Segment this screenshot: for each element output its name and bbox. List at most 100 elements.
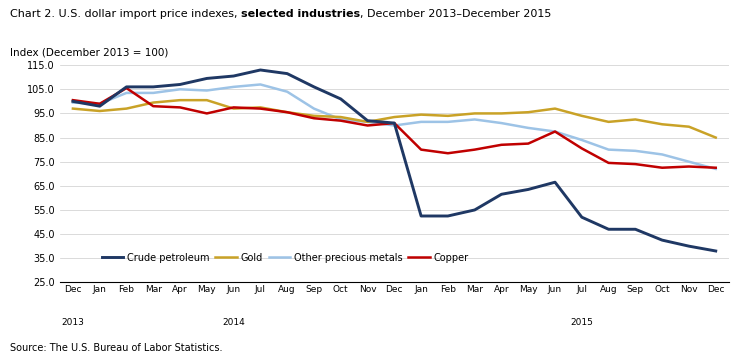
Crude petroleum	[122, 85, 131, 89]
Gold	[122, 106, 131, 111]
Other precious metals	[283, 89, 292, 94]
Copper	[470, 147, 479, 152]
Copper	[551, 129, 559, 134]
Copper	[497, 143, 506, 147]
Other precious metals	[577, 138, 586, 142]
Copper	[684, 164, 693, 169]
Other precious metals	[176, 87, 185, 92]
Gold	[470, 111, 479, 115]
Copper	[310, 116, 318, 121]
Copper	[95, 102, 104, 106]
Copper	[577, 146, 586, 151]
Gold	[604, 120, 613, 124]
Copper	[390, 121, 399, 125]
Gold	[336, 115, 345, 119]
Gold	[551, 106, 559, 111]
Line: Crude petroleum: Crude petroleum	[73, 70, 716, 251]
Copper	[176, 105, 185, 110]
Crude petroleum	[443, 214, 452, 218]
Copper	[604, 161, 613, 165]
Other precious metals	[149, 91, 158, 95]
Other precious metals	[497, 121, 506, 125]
Gold	[658, 122, 667, 126]
Other precious metals	[684, 160, 693, 164]
Other precious metals	[336, 117, 345, 122]
Gold	[310, 114, 318, 118]
Other precious metals	[524, 126, 533, 130]
Other precious metals	[551, 129, 559, 134]
Line: Gold: Gold	[73, 100, 716, 138]
Gold	[256, 105, 265, 110]
Gold	[229, 106, 238, 111]
Crude petroleum	[68, 99, 77, 104]
Gold	[149, 100, 158, 105]
Crude petroleum	[470, 208, 479, 212]
Other precious metals	[95, 102, 104, 106]
Other precious metals	[390, 123, 399, 128]
Gold	[711, 135, 720, 140]
Crude petroleum	[283, 71, 292, 76]
Other precious metals	[443, 120, 452, 124]
Crude petroleum	[417, 214, 426, 218]
Crude petroleum	[310, 85, 318, 89]
Gold	[417, 113, 426, 117]
Line: Copper: Copper	[73, 88, 716, 168]
Other precious metals	[711, 167, 720, 171]
Copper	[336, 118, 345, 123]
Copper	[524, 142, 533, 146]
Text: 2013: 2013	[62, 319, 84, 328]
Crude petroleum	[363, 118, 372, 123]
Other precious metals	[604, 147, 613, 152]
Crude petroleum	[202, 76, 211, 81]
Gold	[577, 114, 586, 118]
Copper	[283, 110, 292, 114]
Gold	[524, 110, 533, 114]
Crude petroleum	[336, 97, 345, 101]
Gold	[443, 114, 452, 118]
Copper	[363, 123, 372, 128]
Crude petroleum	[658, 238, 667, 242]
Legend: Crude petroleum, Gold, Other precious metals, Copper: Crude petroleum, Gold, Other precious me…	[98, 249, 472, 267]
Gold	[68, 106, 77, 111]
Crude petroleum	[229, 74, 238, 78]
Copper	[229, 105, 238, 110]
Text: selected industries: selected industries	[240, 9, 360, 19]
Crude petroleum	[684, 244, 693, 248]
Gold	[95, 109, 104, 113]
Other precious metals	[68, 100, 77, 105]
Line: Other precious metals: Other precious metals	[73, 84, 716, 169]
Text: 2014: 2014	[222, 319, 245, 328]
Gold	[390, 115, 399, 119]
Text: Source: The U.S. Bureau of Labor Statistics.: Source: The U.S. Bureau of Labor Statist…	[10, 343, 222, 353]
Crude petroleum	[524, 187, 533, 191]
Crude petroleum	[497, 192, 506, 197]
Copper	[68, 98, 77, 102]
Other precious metals	[310, 106, 318, 111]
Crude petroleum	[176, 82, 185, 87]
Other precious metals	[122, 91, 131, 95]
Copper	[202, 111, 211, 115]
Crude petroleum	[711, 249, 720, 253]
Copper	[256, 106, 265, 111]
Copper	[149, 104, 158, 108]
Other precious metals	[631, 149, 640, 153]
Gold	[631, 117, 640, 122]
Gold	[202, 98, 211, 102]
Gold	[497, 111, 506, 115]
Copper	[443, 151, 452, 155]
Gold	[684, 125, 693, 129]
Crude petroleum	[390, 121, 399, 125]
Text: , December 2013–December 2015: , December 2013–December 2015	[360, 9, 551, 19]
Crude petroleum	[577, 215, 586, 219]
Other precious metals	[256, 82, 265, 87]
Text: 2015: 2015	[571, 319, 593, 328]
Other precious metals	[417, 120, 426, 124]
Other precious metals	[229, 85, 238, 89]
Text: Index (December 2013 = 100): Index (December 2013 = 100)	[10, 47, 168, 57]
Crude petroleum	[256, 68, 265, 72]
Copper	[658, 165, 667, 170]
Gold	[176, 98, 185, 102]
Other precious metals	[658, 152, 667, 157]
Other precious metals	[202, 88, 211, 93]
Gold	[283, 110, 292, 114]
